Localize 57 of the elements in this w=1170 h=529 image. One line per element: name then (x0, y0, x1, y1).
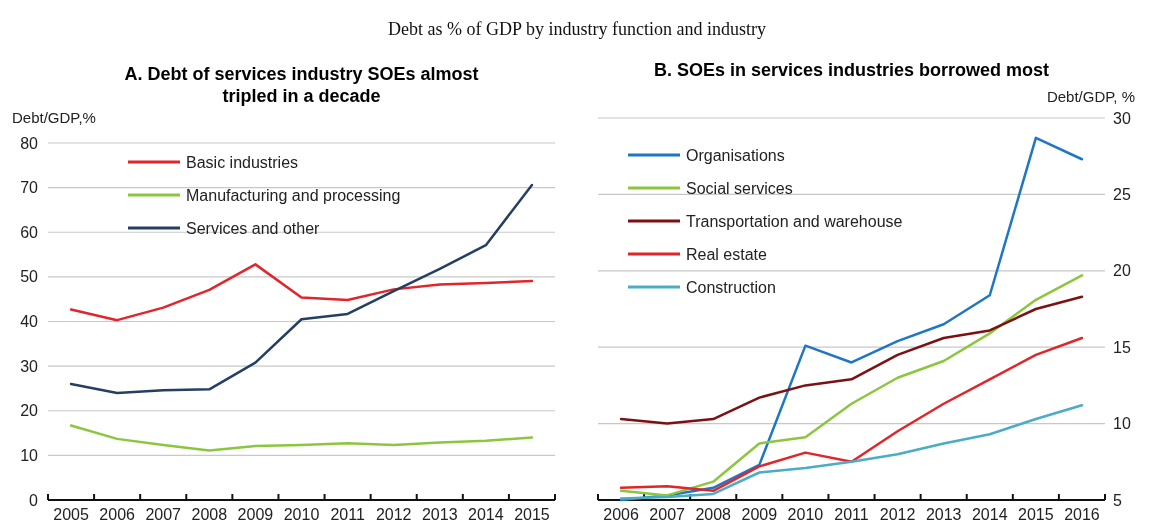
line-series (619, 295, 1084, 425)
legend-label: Construction (686, 278, 776, 296)
x-tick-label: 2007 (649, 506, 686, 523)
legend-label: Social services (686, 179, 793, 197)
y2-tick-label: 25 (1113, 186, 1131, 203)
legend-label: Basic industries (186, 153, 299, 171)
x-tick-label: 2013 (925, 506, 962, 523)
x-tick-label: 2006 (603, 506, 639, 523)
x-tick-label: 2011 (330, 506, 365, 523)
legend-label: Services and other (186, 219, 321, 237)
x-tick-label: 2006 (99, 506, 136, 523)
y-tick-label: 30 (20, 357, 39, 375)
line-series (69, 424, 534, 452)
x-tick-label: 2012 (375, 506, 412, 523)
line-series (619, 404, 1084, 500)
y-tick-label: 60 (20, 223, 39, 241)
legend-label: Manufacturing and processing (186, 186, 401, 204)
x-tick-label: 2009 (741, 506, 778, 523)
y-tick-label: 0 (29, 491, 39, 509)
line-series (619, 274, 1084, 497)
y2-tick-label: 20 (1113, 262, 1131, 280)
chart-title: A. Debt of services industry SOEs almost tripled in a decade (124, 64, 479, 106)
y-tick-label: 70 (20, 179, 39, 197)
y2-tick-label: 30 (1113, 109, 1131, 127)
line-series (69, 263, 534, 322)
x-tick-label: 2010 (283, 506, 320, 523)
x-tick-label: 2014 (468, 506, 504, 523)
x-tick-label: 2008 (695, 506, 732, 523)
x-tick-label: 2005 (53, 506, 89, 523)
x-tick-label: 2011 (834, 506, 869, 523)
x-tick-label: 2015 (1018, 506, 1054, 523)
y2-tick-label: 10 (1113, 415, 1131, 433)
line-series (619, 336, 1084, 493)
y-axis-title: Debt/GDP,% (12, 109, 96, 126)
y2-tick-label: 5 (1113, 491, 1122, 509)
x-tick-label: 2010 (787, 506, 824, 523)
x-tick-label: 2009 (237, 506, 274, 523)
x-tick-label: 2012 (879, 506, 916, 523)
y-tick-label: 80 (20, 134, 39, 152)
y2-axis-title: Debt/GDP, % (1046, 88, 1135, 105)
x-tick-label: 2014 (971, 506, 1008, 523)
legend-label: Real estate (686, 245, 768, 263)
y-tick-label: 40 (20, 313, 39, 331)
x-tick-label: 2016 (1064, 506, 1100, 523)
x-tick-label: 2013 (421, 506, 458, 523)
legend-label: Organisations (686, 146, 785, 164)
y-tick-label: 20 (20, 402, 39, 420)
legend-label: Transportation and warehouse (686, 212, 903, 230)
x-tick-label: 2008 (191, 506, 228, 523)
y-tick-label: 10 (20, 446, 39, 464)
chart-subtitle: Debt as % of GDP by industry function and industry (388, 19, 766, 39)
y2-tick-label: 15 (1113, 338, 1131, 356)
x-tick-label: 2015 (514, 506, 550, 523)
x-tick-label: 2007 (145, 506, 182, 523)
line-series (69, 183, 534, 395)
chart-title: B. SOEs in services industries borrowed most (653, 60, 1050, 80)
y-tick-label: 50 (20, 268, 39, 286)
